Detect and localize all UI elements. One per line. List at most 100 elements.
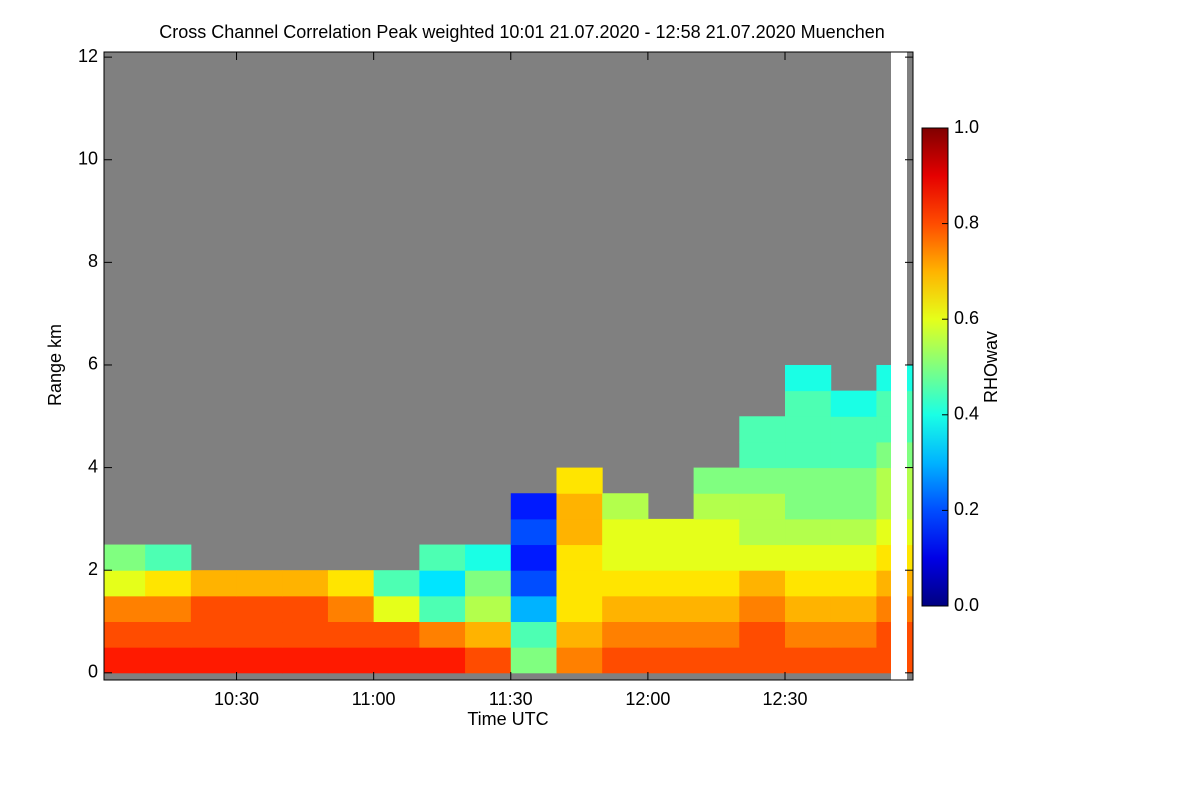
- heatmap-cell: [419, 647, 466, 674]
- heatmap-cell: [236, 595, 283, 623]
- heatmap-cell: [830, 544, 877, 571]
- heatmap-cell: [556, 544, 603, 571]
- heatmap-cell: [327, 647, 375, 674]
- heatmap-cell: [785, 467, 832, 494]
- heatmap-cell: [693, 518, 740, 546]
- chart-title: Cross Channel Correlation Peak weighted …: [159, 22, 885, 42]
- heatmap-cell: [830, 621, 877, 648]
- heatmap-cell: [556, 595, 603, 623]
- heatmap-cell: [647, 544, 695, 571]
- heatmap-cell: [236, 570, 283, 597]
- heatmap-cell: [830, 390, 877, 417]
- heatmap-cell: [785, 518, 832, 546]
- heatmap-cell: [282, 647, 329, 674]
- heatmap-cell: [830, 467, 877, 494]
- heatmap-cell: [602, 647, 649, 674]
- colorbar-label: RHOwav: [981, 331, 1001, 403]
- heatmap-cell: [190, 647, 238, 674]
- heatmap-cell: [465, 595, 512, 623]
- heatmap-cell: [465, 570, 512, 597]
- heatmap-cell: [465, 544, 512, 571]
- y-tick-label: 4: [88, 456, 98, 476]
- heatmap-cell: [104, 595, 146, 623]
- heatmap-cell: [556, 493, 603, 520]
- heatmap-cell: [104, 621, 146, 648]
- heatmap-cell: [602, 595, 649, 623]
- heatmap-cell: [236, 647, 283, 674]
- colorbar-tick-label: 0.8: [954, 212, 979, 232]
- y-tick-label: 12: [78, 46, 98, 66]
- colorbar-tick-label: 1.0: [954, 117, 979, 137]
- heatmap-cell: [693, 595, 740, 623]
- heatmap-cell: [104, 570, 146, 597]
- heatmap-cell: [739, 518, 786, 546]
- heatmap-cell: [830, 570, 877, 597]
- heatmap-cell: [104, 647, 146, 674]
- heatmap-cell: [693, 570, 740, 597]
- heatmap-cell: [510, 621, 557, 648]
- heatmap-cell: [556, 518, 603, 546]
- heatmap-cell: [785, 595, 832, 623]
- heatmap-cell: [510, 518, 557, 546]
- heatmap-cell: [647, 595, 695, 623]
- heatmap-cell: [647, 518, 695, 546]
- heatmap-cell: [830, 416, 877, 443]
- heatmap-cell: [693, 493, 740, 520]
- heatmap-cell: [373, 595, 420, 623]
- heatmap-cell: [785, 621, 832, 648]
- heatmap-cell: [830, 647, 877, 674]
- heatmap-cell: [785, 416, 832, 443]
- x-tick-label: 11:00: [352, 689, 396, 709]
- heatmap-cell: [419, 544, 466, 571]
- heatmap-cell: [647, 570, 695, 597]
- x-tick-label: 10:30: [214, 689, 259, 709]
- heatmap-cell: [785, 544, 832, 571]
- heatmap-cell: [236, 621, 283, 648]
- heatmap-cell: [785, 364, 832, 392]
- heatmap-cell: [327, 570, 375, 597]
- heatmap-cell: [647, 621, 695, 648]
- colorbar-tick-label: 0.2: [954, 499, 979, 519]
- heatmap-cell: [556, 647, 603, 674]
- y-tick-label: 6: [88, 354, 98, 374]
- heatmap-cell: [282, 595, 329, 623]
- heatmap-cell: [830, 493, 877, 520]
- heatmap-cell: [556, 621, 603, 648]
- y-tick-label: 0: [88, 662, 98, 682]
- heatmap-cell: [465, 647, 512, 674]
- heatmap-cell: [145, 647, 192, 674]
- heatmap-cell: [739, 441, 786, 469]
- heatmap-cell: [510, 570, 557, 597]
- y-tick-label: 8: [88, 251, 98, 271]
- heatmap-cell: [785, 570, 832, 597]
- heatmap-cell: [510, 493, 557, 520]
- heatmap-cell: [785, 390, 832, 417]
- heatmap-cell: [693, 544, 740, 571]
- heatmap-cell: [190, 570, 238, 597]
- gap-stripe: [891, 52, 907, 680]
- heatmap-cell: [785, 493, 832, 520]
- plot-frame: [103, 51, 914, 681]
- heatmap-cell: [373, 570, 420, 597]
- heatmap-cell: [145, 595, 192, 623]
- heatmap-cell: [145, 544, 192, 571]
- heatmap-cell: [739, 647, 786, 674]
- colorbar-tick-label: 0.6: [954, 308, 979, 328]
- x-tick-label: 12:30: [762, 689, 807, 709]
- heatmap-cell: [510, 647, 557, 674]
- heatmap-cell: [145, 570, 192, 597]
- heatmap-cell: [419, 570, 466, 597]
- colorbar-tick-label: 0.0: [954, 595, 979, 615]
- heatmap-cell: [785, 441, 832, 469]
- heatmap-cell: [510, 544, 557, 571]
- heatmap-cell: [556, 570, 603, 597]
- heatmap-cell: [373, 647, 420, 674]
- heatmap-cell: [190, 595, 238, 623]
- heatmap-cell: [693, 467, 740, 494]
- heatmap-cell: [327, 595, 375, 623]
- y-tick-label: 10: [78, 148, 98, 168]
- heatmap-cell: [282, 570, 329, 597]
- heatmap-cell: [190, 621, 238, 648]
- heatmap-cell: [104, 544, 146, 571]
